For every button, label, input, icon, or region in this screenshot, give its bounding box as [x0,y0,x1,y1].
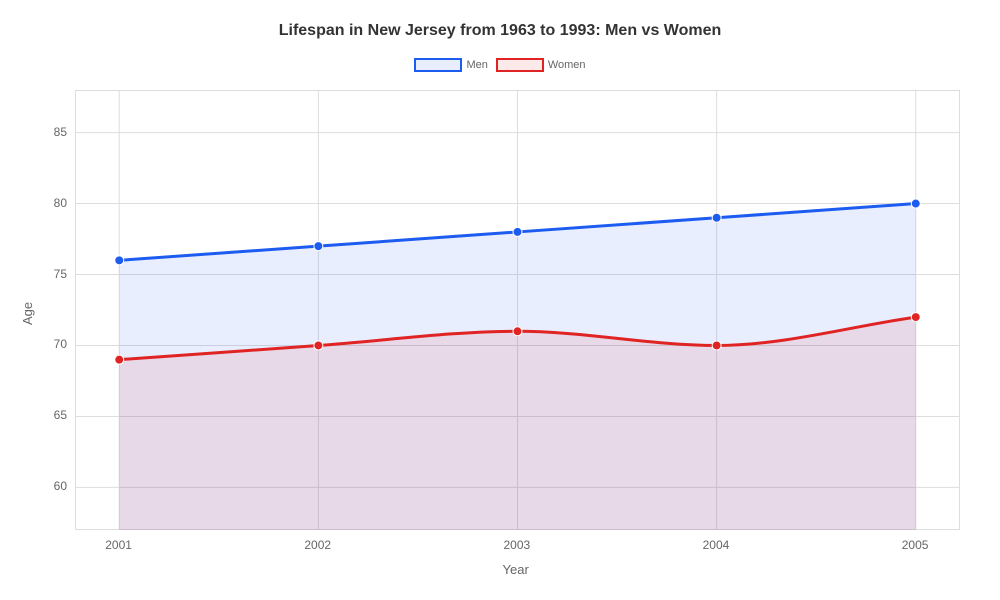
x-tick-label: 2001 [105,538,132,552]
y-tick-label: 85 [54,125,67,139]
y-tick-label: 75 [54,267,67,281]
legend-item-women[interactable]: Women [496,58,586,72]
y-tick-label: 70 [54,337,67,351]
legend-item-men[interactable]: Men [414,58,487,72]
x-tick-label: 2005 [902,538,929,552]
legend-swatch-men [414,58,462,72]
y-tick-label: 65 [54,408,67,422]
chart-container: Lifespan in New Jersey from 1963 to 1993… [0,0,1000,600]
legend: Men Women [0,58,1000,72]
y-tick-label: 60 [54,479,67,493]
chart-svg [75,90,960,530]
plot-area [75,90,960,530]
legend-label-men: Men [466,59,487,71]
chart-title: Lifespan in New Jersey from 1963 to 1993… [0,22,1000,40]
legend-swatch-women [496,58,544,72]
x-tick-label: 2003 [504,538,531,552]
legend-label-women: Women [548,59,586,71]
x-tick-label: 2002 [304,538,331,552]
y-axis-label: Age [20,302,35,325]
x-tick-label: 2004 [703,538,730,552]
y-tick-label: 80 [54,196,67,210]
x-axis-label: Year [503,562,529,577]
